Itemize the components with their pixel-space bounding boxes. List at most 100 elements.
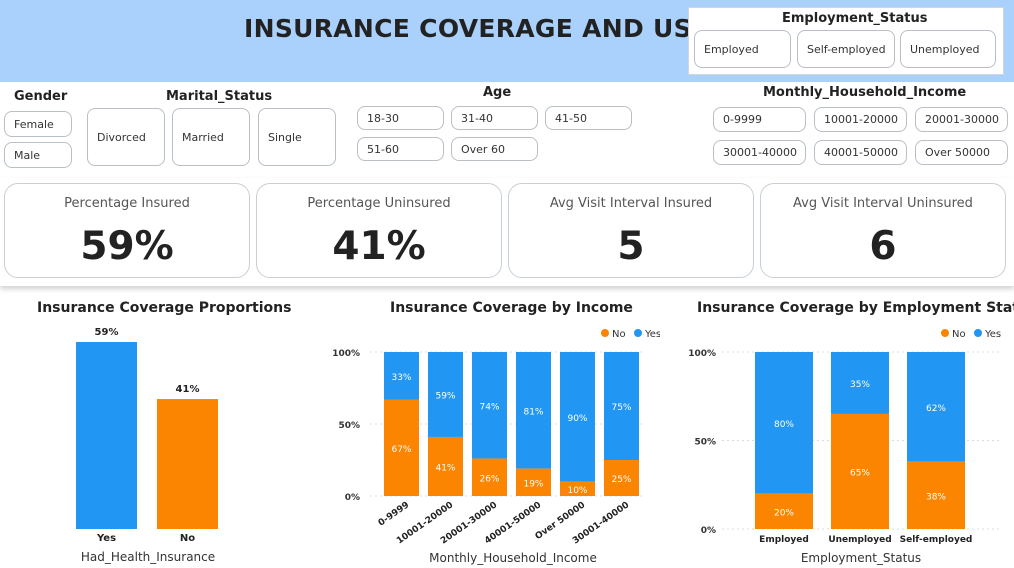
tick-label-yes: Yes bbox=[96, 533, 116, 544]
income-option-10001-20000[interactable]: 10001-20000 bbox=[814, 107, 907, 132]
kpi-card-percentage-insured: Percentage Insured 59% bbox=[4, 183, 250, 278]
income-option-20001-30000[interactable]: 20001-30000 bbox=[915, 107, 1008, 132]
gender-option-female[interactable]: Female bbox=[4, 111, 72, 137]
tick-label-employed: Employed bbox=[759, 535, 809, 545]
kpi-card-percentage-uninsured: Percentage Uninsured 41% bbox=[256, 183, 502, 278]
age-option-18-30[interactable]: 18-30 bbox=[357, 106, 444, 130]
bar-no-40001-50000 bbox=[516, 468, 551, 496]
data-label-no-20001-30000: 26% bbox=[479, 474, 499, 484]
income-option-over-50000[interactable]: Over 50000 bbox=[915, 140, 1008, 165]
y-tick-label: 0% bbox=[701, 526, 716, 536]
bar-yes-0-9999 bbox=[384, 352, 419, 400]
coverage-proportions-chart: 59% Yes 41% No Had_Health_Insurance bbox=[76, 327, 218, 564]
kpi-card-avg-visit-insured: Avg Visit Interval Insured 5 bbox=[508, 183, 754, 278]
data-label-yes-20001-30000: 74% bbox=[479, 402, 499, 412]
age-option-41-50[interactable]: 41-50 bbox=[545, 106, 632, 130]
data-label-yes-unemployed: 35% bbox=[850, 380, 870, 390]
data-label-no-0-9999: 67% bbox=[391, 445, 411, 455]
employment-option-unemployed[interactable]: Unemployed bbox=[900, 30, 996, 68]
data-label-no-40001-50000: 19% bbox=[523, 479, 543, 489]
y-tick-label: 50% bbox=[694, 438, 716, 448]
bar-no-0-9999 bbox=[384, 399, 419, 496]
x-axis-title: Employment_Status bbox=[801, 551, 921, 565]
data-label-yes-30001-40000: 75% bbox=[611, 403, 631, 413]
income-option-0-9999[interactable]: 0-9999 bbox=[713, 107, 806, 132]
bar-yes-employed bbox=[755, 352, 813, 494]
x-axis-title: Had_Health_Insurance bbox=[81, 550, 215, 564]
tick-label-self-employed: Self-employed bbox=[900, 535, 973, 545]
data-label-no-10001-20000: 41% bbox=[435, 463, 455, 473]
marital-slicer-title: Marital_Status bbox=[166, 89, 273, 104]
employment-option-employed[interactable]: Employed bbox=[694, 30, 791, 68]
marital-option-divorced[interactable]: Divorced bbox=[87, 108, 165, 166]
bar-no-30001-40000 bbox=[604, 460, 639, 496]
data-label-no-30001-40000: 25% bbox=[611, 475, 631, 485]
tick-label-no: No bbox=[180, 533, 195, 544]
data-label-no-employed: 20% bbox=[774, 508, 794, 518]
kpi-value: 59% bbox=[80, 224, 174, 269]
y-tick-label: 50% bbox=[338, 421, 360, 431]
tick-label-unemployed: Unemployed bbox=[828, 535, 891, 545]
bar-yes-over-50000 bbox=[560, 352, 595, 482]
legend-yes-marker bbox=[634, 329, 642, 337]
kpi-label: Avg Visit Interval Uninsured bbox=[793, 196, 973, 211]
age-option-51-60[interactable]: 51-60 bbox=[357, 137, 444, 161]
chart-title-coverage-by-income: Insurance Coverage by Income bbox=[390, 300, 633, 316]
employment-slicer-title: Employment_Status bbox=[782, 11, 928, 26]
gender-slicer-title: Gender bbox=[14, 89, 68, 104]
bar-yes-40001-50000 bbox=[516, 352, 551, 469]
income-option-30001-40000[interactable]: 30001-40000 bbox=[713, 140, 806, 165]
income-option-40001-50000[interactable]: 40001-50000 bbox=[814, 140, 907, 165]
coverage-by-income-chart: 0%50%100%No Yes33%67%0-999959%41%10001-20… bbox=[332, 329, 660, 565]
employment-option-self-employed[interactable]: Self-employed bbox=[797, 30, 895, 68]
bar-yes-self-employed bbox=[907, 352, 965, 462]
legend-no-marker bbox=[941, 329, 949, 337]
kpi-label: Percentage Uninsured bbox=[307, 196, 451, 211]
data-label-yes-over-50000: 90% bbox=[567, 414, 587, 424]
legend-yes-label: Yes bbox=[644, 329, 660, 340]
data-label-no-self-employed: 38% bbox=[926, 492, 946, 502]
legend-no-label: No bbox=[612, 329, 626, 340]
bar-no-over-50000 bbox=[560, 481, 595, 496]
marital-option-single[interactable]: Single bbox=[258, 108, 336, 166]
kpi-label: Percentage Insured bbox=[64, 196, 190, 211]
kpi-value: 41% bbox=[332, 224, 426, 269]
income-slicer-title: Monthly_Household_Income bbox=[763, 85, 967, 100]
kpi-value: 5 bbox=[617, 224, 645, 269]
bar-no-20001-30000 bbox=[472, 458, 507, 496]
bar-no-self-employed bbox=[907, 461, 965, 529]
y-tick-label: 0% bbox=[345, 493, 360, 503]
kpi-label: Avg Visit Interval Insured bbox=[549, 196, 713, 211]
bar-yes-unemployed bbox=[831, 352, 889, 414]
legend-no-marker bbox=[601, 329, 609, 337]
legend-no-label: No bbox=[952, 329, 966, 340]
data-label-yes-employed: 80% bbox=[774, 420, 794, 430]
coverage-by-employment-chart: 0% 50% 100% No Yes 80% 20% Employed 35% 65% Unempl… bbox=[688, 329, 1001, 565]
chart-title-coverage-by-employment: Insurance Coverage by Employment Status bbox=[697, 300, 1014, 316]
kpi-value: 6 bbox=[869, 224, 897, 269]
bar-no-10001-20000 bbox=[428, 436, 463, 496]
age-option-31-40[interactable]: 31-40 bbox=[451, 106, 538, 130]
bar-no-unemployed bbox=[831, 413, 889, 529]
age-slicer-title: Age bbox=[483, 85, 512, 100]
page-title: INSURANCE COVERAGE AND USAGE bbox=[244, 14, 750, 43]
y-tick-label: 100% bbox=[688, 349, 716, 359]
data-label-no: 41% bbox=[176, 384, 200, 395]
bar-yes bbox=[76, 342, 137, 529]
bar-yes-10001-20000 bbox=[428, 352, 463, 437]
y-tick-label: 100% bbox=[332, 349, 360, 359]
bar-yes-20001-30000 bbox=[472, 352, 507, 459]
chart-title-coverage-proportions: Insurance Coverage Proportions bbox=[37, 300, 292, 316]
data-label-yes-0-9999: 33% bbox=[391, 373, 411, 383]
bar-no bbox=[157, 399, 218, 529]
legend-yes-label: Yes bbox=[984, 329, 1001, 340]
data-label-yes-40001-50000: 81% bbox=[523, 407, 543, 417]
legend-yes-marker bbox=[974, 329, 982, 337]
data-label-yes-10001-20000: 59% bbox=[435, 391, 455, 401]
x-axis-title: Monthly_Household_Income bbox=[429, 551, 597, 565]
data-label-yes: 59% bbox=[95, 327, 119, 338]
marital-option-married[interactable]: Married bbox=[172, 108, 250, 166]
age-option-over-60[interactable]: Over 60 bbox=[451, 137, 538, 161]
tick-label-0-9999: 0-9999 bbox=[377, 500, 411, 528]
gender-option-male[interactable]: Male bbox=[4, 142, 72, 168]
